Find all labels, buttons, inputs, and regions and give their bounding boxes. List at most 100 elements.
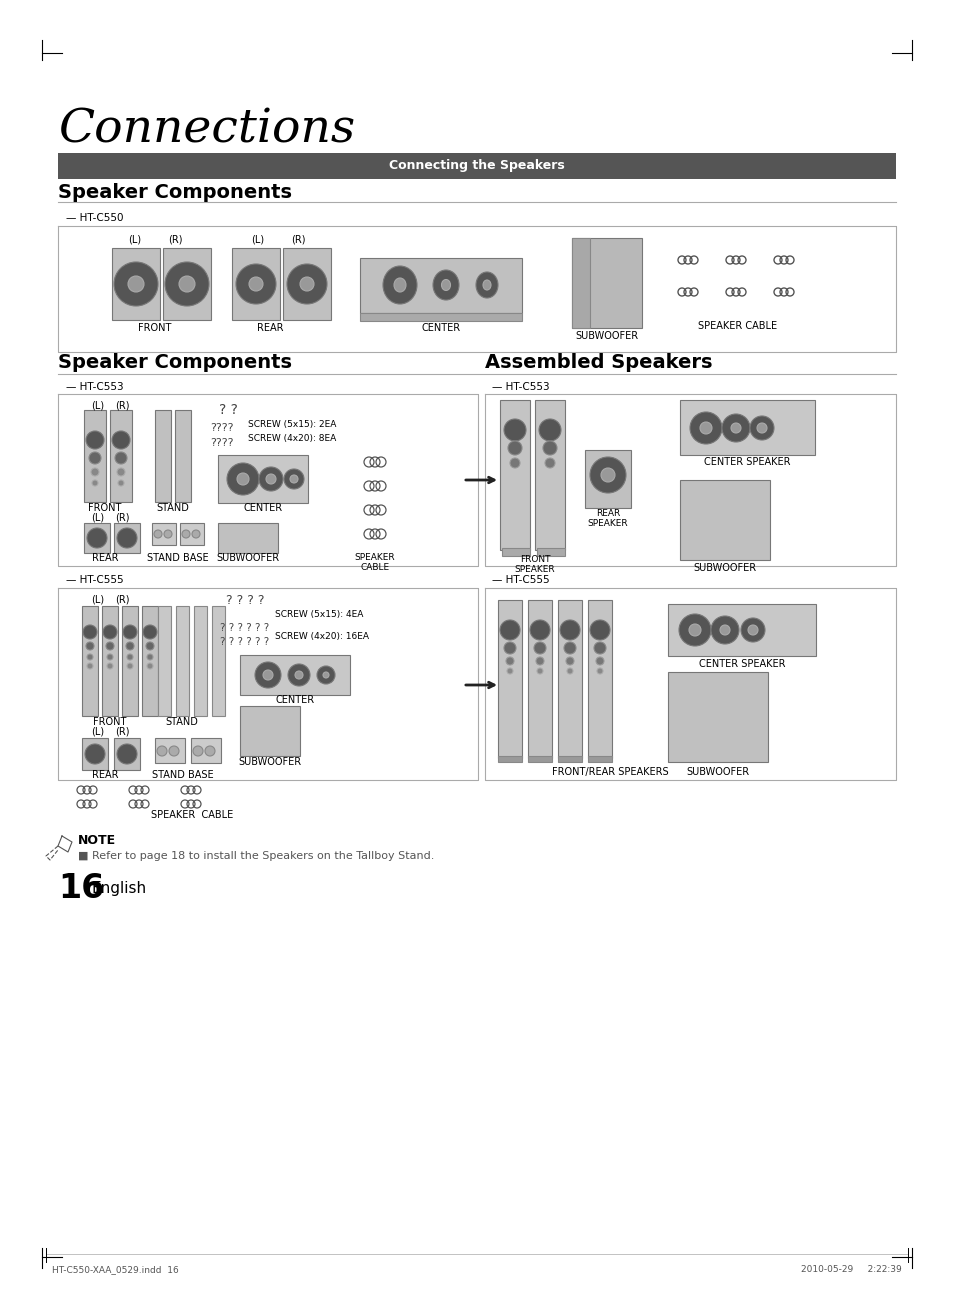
Circle shape: [127, 654, 132, 660]
Bar: [142, 606, 158, 716]
Text: (L): (L): [91, 727, 105, 737]
Text: English: English: [91, 881, 147, 895]
Circle shape: [510, 457, 519, 468]
Circle shape: [688, 623, 700, 637]
Text: SPEAKER  CABLE: SPEAKER CABLE: [151, 810, 233, 819]
Circle shape: [597, 668, 602, 674]
Circle shape: [85, 744, 105, 765]
Bar: [667, 672, 767, 762]
Circle shape: [499, 620, 519, 640]
Text: — HT-C555: — HT-C555: [492, 575, 549, 586]
Circle shape: [538, 420, 560, 440]
Circle shape: [87, 528, 107, 548]
Text: ????: ????: [210, 423, 233, 433]
Circle shape: [563, 642, 576, 654]
Bar: [499, 400, 530, 550]
Circle shape: [287, 264, 327, 305]
Text: SPEAKER: SPEAKER: [515, 565, 555, 574]
Text: STAND: STAND: [166, 718, 198, 727]
Circle shape: [542, 440, 557, 455]
Bar: [232, 248, 280, 320]
Circle shape: [182, 531, 190, 538]
Circle shape: [179, 276, 194, 291]
Text: SCREW (5x15): 2EA: SCREW (5x15): 2EA: [248, 421, 336, 430]
Bar: [283, 248, 331, 320]
Ellipse shape: [394, 278, 406, 291]
Text: SCREW (5x15): 4EA: SCREW (5x15): 4EA: [274, 609, 363, 618]
Bar: [154, 410, 171, 502]
Text: REAR: REAR: [91, 553, 118, 563]
Text: FRONT/REAR SPEAKERS: FRONT/REAR SPEAKERS: [551, 767, 668, 776]
Circle shape: [503, 420, 525, 440]
Circle shape: [165, 261, 209, 306]
Text: HT-C550-XAA_0529.indd  16: HT-C550-XAA_0529.indd 16: [52, 1265, 178, 1274]
Text: Connections: Connections: [58, 107, 355, 153]
Bar: [58, 153, 895, 179]
Circle shape: [534, 642, 545, 654]
Text: CENTER SPEAKER: CENTER SPEAKER: [703, 457, 789, 467]
Bar: [558, 600, 581, 758]
Circle shape: [153, 531, 162, 538]
Text: CABLE: CABLE: [360, 562, 389, 571]
Circle shape: [600, 468, 615, 482]
Circle shape: [147, 654, 152, 660]
Circle shape: [299, 277, 314, 291]
Bar: [180, 523, 204, 545]
Text: FRONT: FRONT: [89, 503, 122, 514]
Bar: [527, 600, 552, 758]
Circle shape: [126, 642, 133, 650]
Circle shape: [594, 642, 605, 654]
Circle shape: [559, 620, 579, 640]
Circle shape: [254, 663, 281, 687]
Text: REAR: REAR: [256, 323, 283, 333]
Bar: [572, 238, 641, 328]
Bar: [212, 606, 225, 716]
Circle shape: [503, 642, 516, 654]
Circle shape: [589, 457, 625, 493]
Circle shape: [536, 657, 543, 665]
Circle shape: [266, 474, 275, 484]
Bar: [587, 755, 612, 762]
Bar: [84, 523, 110, 553]
Bar: [537, 548, 564, 555]
Circle shape: [544, 457, 555, 468]
Circle shape: [103, 625, 117, 639]
Circle shape: [117, 528, 137, 548]
Bar: [158, 606, 171, 716]
Bar: [110, 410, 132, 502]
Bar: [679, 480, 769, 559]
Circle shape: [127, 663, 132, 669]
Text: ????: ????: [210, 438, 233, 448]
Text: FRONT: FRONT: [138, 323, 172, 333]
Text: Speaker Components: Speaker Components: [58, 353, 292, 372]
Circle shape: [679, 614, 710, 646]
Ellipse shape: [441, 280, 450, 290]
Text: — HT-C553: — HT-C553: [66, 382, 124, 392]
Bar: [84, 410, 106, 502]
Circle shape: [193, 746, 203, 755]
Circle shape: [123, 625, 137, 639]
Circle shape: [87, 663, 92, 669]
Bar: [240, 655, 350, 695]
Bar: [102, 606, 118, 716]
Circle shape: [506, 668, 513, 674]
Circle shape: [115, 452, 127, 464]
Bar: [527, 755, 552, 762]
Bar: [679, 400, 814, 455]
Bar: [535, 400, 564, 550]
Circle shape: [284, 469, 304, 489]
Circle shape: [589, 620, 609, 640]
Circle shape: [710, 616, 739, 644]
Text: (R): (R): [114, 593, 129, 604]
Bar: [113, 523, 140, 553]
Circle shape: [566, 668, 573, 674]
Circle shape: [263, 670, 273, 680]
Circle shape: [236, 473, 249, 485]
Circle shape: [537, 668, 542, 674]
Text: ? ?: ? ?: [218, 403, 237, 417]
Text: Speaker Components: Speaker Components: [58, 183, 292, 201]
Ellipse shape: [433, 271, 458, 301]
Bar: [191, 738, 221, 763]
Bar: [497, 755, 521, 762]
Text: Connecting the Speakers: Connecting the Speakers: [389, 159, 564, 173]
